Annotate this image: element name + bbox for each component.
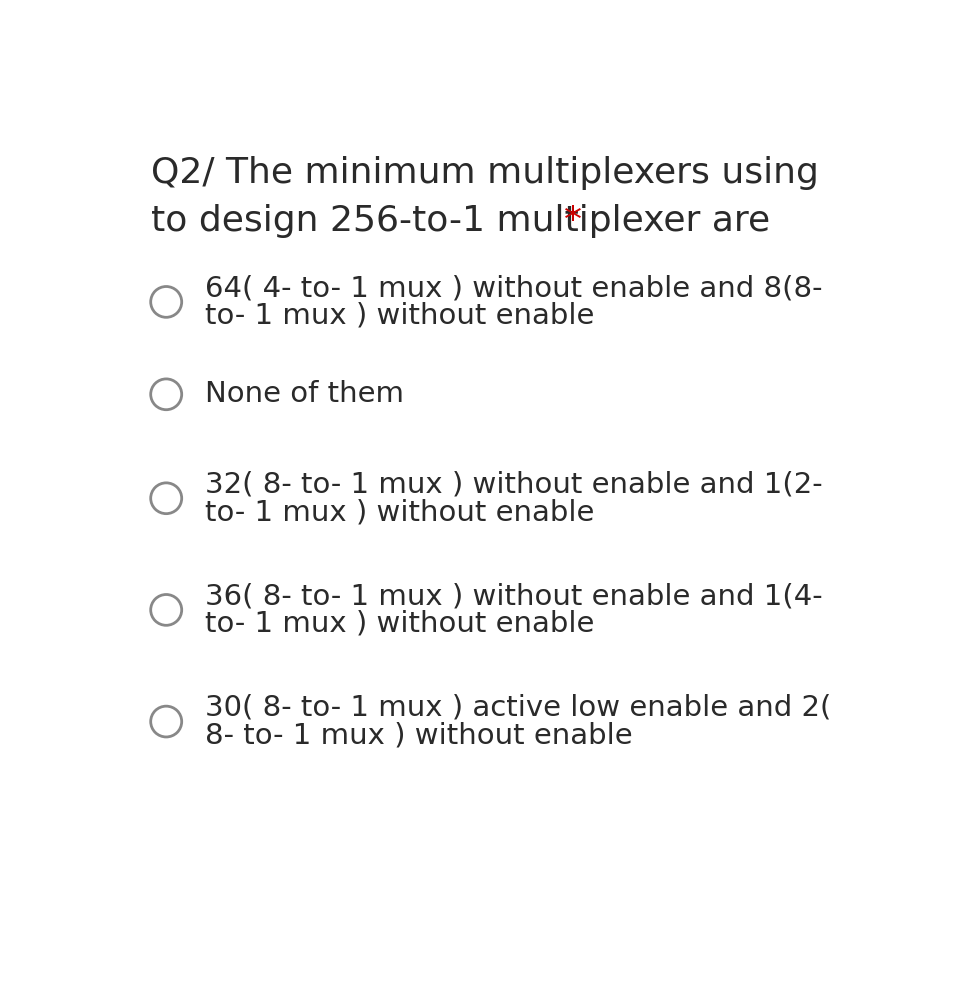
Text: *: * xyxy=(563,204,581,238)
Text: 32( 8- to- 1 mux ) without enable and 1(2-: 32( 8- to- 1 mux ) without enable and 1(… xyxy=(204,471,822,498)
Text: to- 1 mux ) without enable: to- 1 mux ) without enable xyxy=(204,610,594,638)
Text: to design 256-to-1 multiplexer are: to design 256-to-1 multiplexer are xyxy=(150,204,780,238)
Text: to- 1 mux ) without enable: to- 1 mux ) without enable xyxy=(204,301,594,330)
Text: Q2/ The minimum multiplexers using: Q2/ The minimum multiplexers using xyxy=(150,155,818,190)
Text: 30( 8- to- 1 mux ) active low enable and 2(: 30( 8- to- 1 mux ) active low enable and… xyxy=(204,694,830,722)
Text: 8- to- 1 mux ) without enable: 8- to- 1 mux ) without enable xyxy=(204,722,632,749)
Text: 64( 4- to- 1 mux ) without enable and 8(8-: 64( 4- to- 1 mux ) without enable and 8(… xyxy=(204,274,822,302)
Text: 36( 8- to- 1 mux ) without enable and 1(4-: 36( 8- to- 1 mux ) without enable and 1(… xyxy=(204,582,822,610)
Text: None of them: None of them xyxy=(204,380,403,408)
Text: to- 1 mux ) without enable: to- 1 mux ) without enable xyxy=(204,498,594,526)
